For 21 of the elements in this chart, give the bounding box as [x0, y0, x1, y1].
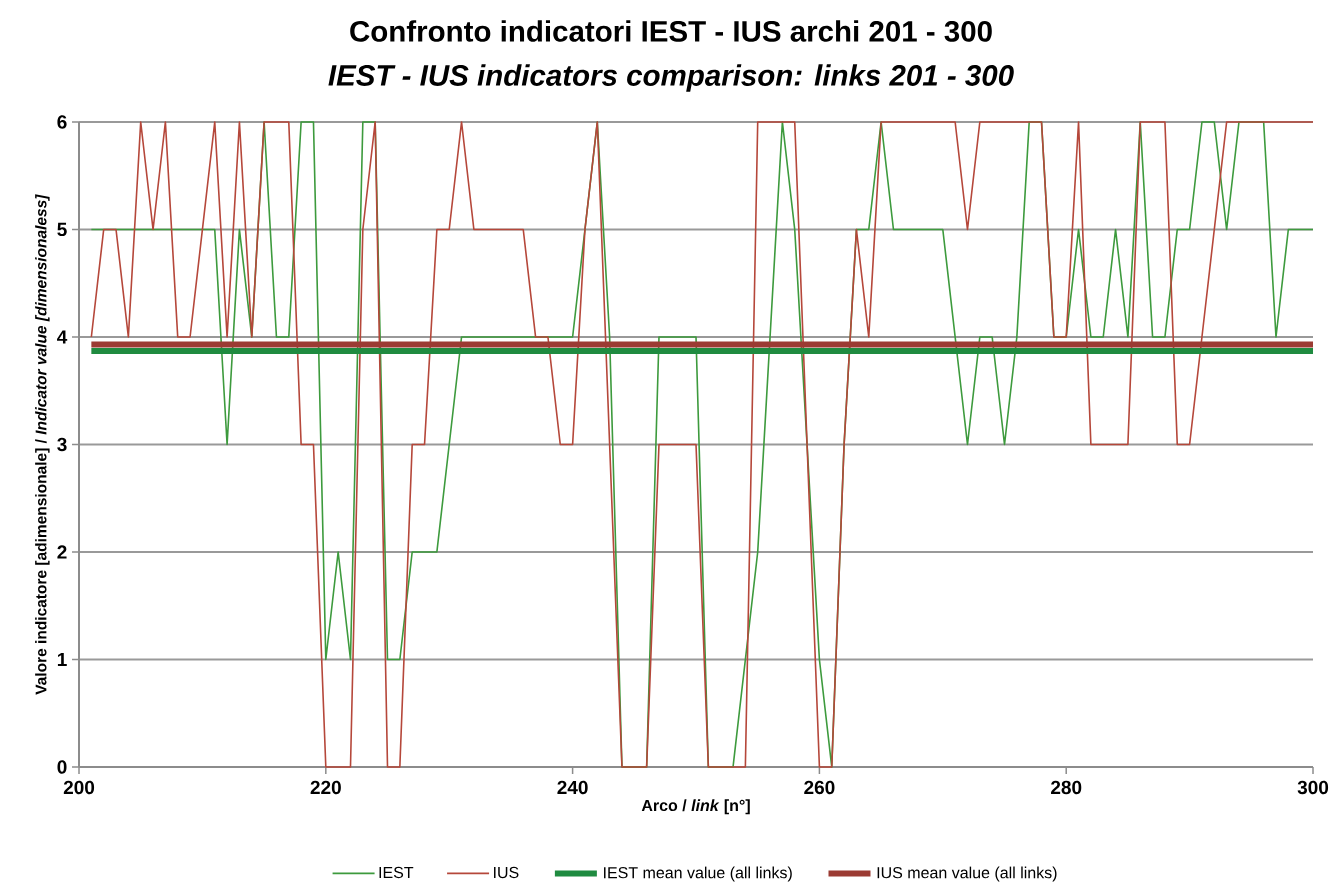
chart-subtitle: IEST - IUS indicators comparison: links 201 - 300	[328, 64, 1014, 92]
x-tick-label: 200	[63, 780, 95, 795]
y-tick-label: 3	[57, 437, 67, 452]
x-axis-title: Arco / link [n°]	[641, 799, 750, 815]
x-tick-label: 280	[1051, 780, 1082, 795]
y-tick-label: 6	[57, 115, 67, 129]
y-tick-label: 1	[57, 652, 67, 667]
legend-label: IUS	[494, 866, 519, 879]
x-tick-label: 260	[804, 780, 835, 795]
y-axis-title: Valore indicatore [adimensionale] / Indicator value [dimensionaless]	[35, 194, 50, 695]
x-tick-label: 240	[557, 780, 588, 795]
y-tick-label: 5	[57, 222, 67, 237]
legend-label: IEST mean value (all links)	[604, 866, 792, 882]
chart-title: Confronto indicatori IEST - IUS archi 201 - 300	[350, 20, 992, 42]
y-tick-label: 4	[57, 330, 68, 344]
y-tick-label: 2	[57, 545, 67, 559]
legend-label: IEST	[379, 866, 414, 879]
legend-label: IUS mean value (all links)	[877, 866, 1057, 882]
x-tick-label: 220	[310, 780, 341, 795]
x-tick-label: 300	[1297, 780, 1329, 795]
y-tick-label: 0	[57, 760, 67, 774]
